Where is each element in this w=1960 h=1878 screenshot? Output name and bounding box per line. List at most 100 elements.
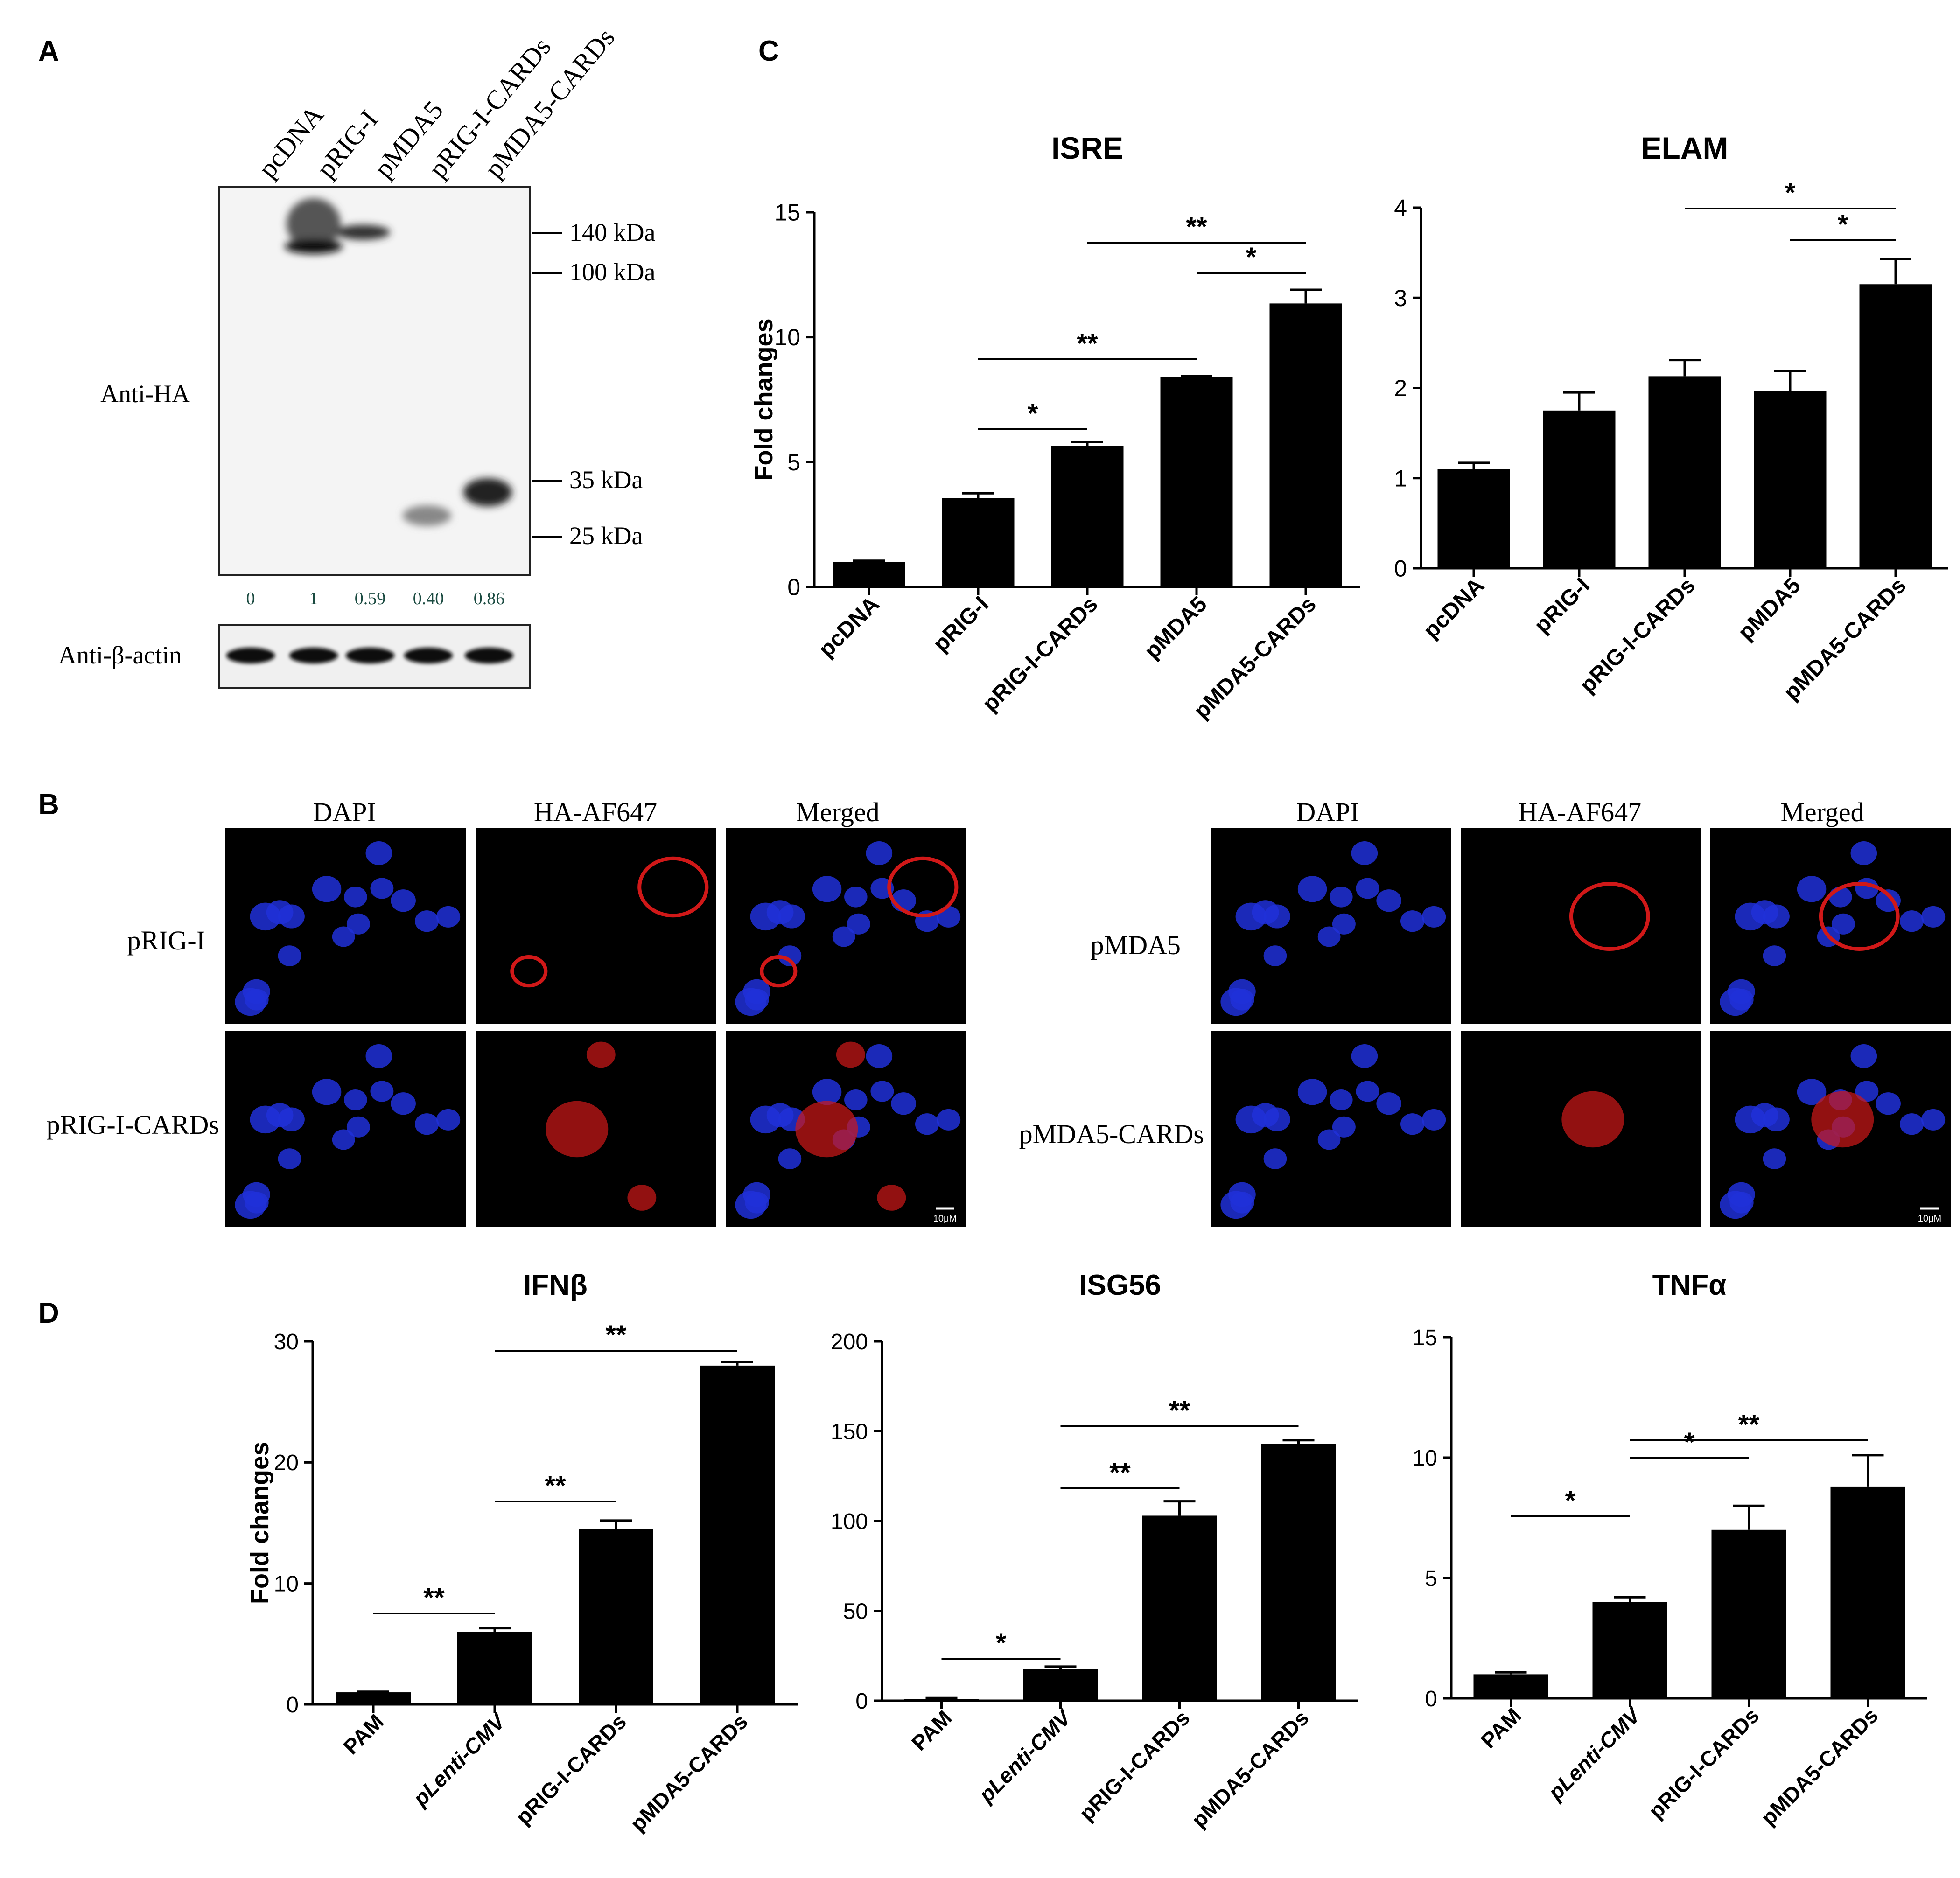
- nucleus: [1855, 1081, 1879, 1102]
- blot-lane-label: pcDNA: [252, 99, 329, 183]
- x-tick-label: pRIG-I-CARDs: [511, 1709, 631, 1829]
- row-label: pMDA5-CARDs: [1019, 1119, 1204, 1149]
- nucleus: [436, 1109, 461, 1131]
- nucleus: [847, 913, 870, 935]
- microscopy-panel: DAPI HA-AF647 Merged DAPI HA-AF647 Merge…: [46, 797, 1951, 1227]
- nucleus: [1751, 900, 1778, 925]
- nucleus: [1376, 889, 1401, 912]
- blot-marker: 140 kDa: [569, 218, 655, 246]
- nucleus: [1797, 876, 1827, 902]
- bar: [833, 562, 905, 587]
- bar: [1023, 1669, 1098, 1701]
- micrograph: [1211, 828, 1451, 1024]
- significance-label: **: [605, 1320, 627, 1350]
- nucleus: [436, 906, 461, 928]
- bar: [1473, 1674, 1548, 1698]
- band-intensity: 1: [309, 589, 318, 608]
- nucleus: [766, 1103, 794, 1128]
- nucleus: [937, 1109, 961, 1131]
- channel-label: HA-AF647: [1518, 797, 1641, 827]
- nucleus: [745, 1192, 769, 1214]
- nucleus: [391, 1092, 416, 1115]
- chart-isg56: ISG56 0 50 100 150 200 PAM pLenti-CMVpRIG-I-CAR…: [831, 1269, 1358, 1832]
- nucleus: [278, 1148, 301, 1169]
- nucleus: [778, 1148, 802, 1169]
- significance-label: **: [1109, 1458, 1131, 1488]
- channel-label: Merged: [1780, 797, 1864, 827]
- nucleus: [344, 1089, 367, 1110]
- significance-label: *: [996, 1628, 1007, 1658]
- y-tick-label: 0: [787, 574, 800, 600]
- nucleus: [1263, 1148, 1287, 1169]
- x-tick-label: pcDNA: [1419, 573, 1489, 643]
- y-tick-label: 50: [843, 1599, 868, 1624]
- x-tick-label: PAM: [907, 1705, 957, 1755]
- y-tick-label: 0: [855, 1689, 868, 1714]
- x-tick-label: pMDA5: [1733, 573, 1805, 645]
- scale-bar-label: 10μM: [1918, 1214, 1941, 1224]
- nucleus: [344, 887, 367, 908]
- bar: [1830, 1486, 1905, 1698]
- nucleus: [245, 989, 269, 1011]
- micrograph: 10μM: [726, 1031, 966, 1227]
- scale-bar-label: 10μM: [933, 1214, 957, 1224]
- stained-cell: [637, 856, 709, 918]
- bar: [1711, 1529, 1786, 1698]
- x-tick-label: pLenti-CMV: [1543, 1702, 1646, 1805]
- nucleus: [1729, 989, 1754, 1011]
- stained-cell: [760, 955, 798, 988]
- x-tick-label: pMDA5-CARDs: [1756, 1703, 1883, 1830]
- y-tick-label: 15: [1413, 1326, 1437, 1350]
- y-tick-label: 20: [274, 1451, 299, 1475]
- chart-ifnb: IFNβ Fold changes 0 10 20 30 PAM pLenti-CMV pRIG…: [246, 1269, 798, 1836]
- nucleus: [1376, 1092, 1401, 1115]
- nucleus: [1763, 1148, 1786, 1169]
- bar: [1648, 376, 1721, 568]
- bar: [942, 498, 1015, 587]
- blot-bands: [285, 198, 512, 526]
- row-label: pMDA5: [1091, 930, 1181, 960]
- nucleus: [346, 913, 370, 935]
- nucleus: [1729, 1192, 1754, 1214]
- nucleus: [1797, 1079, 1827, 1105]
- blot-antibody-label: Anti-HA: [100, 380, 190, 408]
- bar: [1437, 469, 1510, 568]
- x-tick-label: pRIG-I: [1529, 573, 1594, 638]
- bar: [700, 1365, 775, 1704]
- micrograph: [726, 828, 966, 1024]
- bar: [1269, 303, 1342, 587]
- stained-cell: [586, 1041, 616, 1068]
- nucleus: [332, 1129, 355, 1150]
- x-tick-label: pRIG-I-CARDs: [1074, 1705, 1194, 1825]
- x-tick-label: pRIG-I: [928, 592, 993, 656]
- nucleus: [414, 910, 439, 932]
- nucleus: [1921, 1109, 1946, 1131]
- significance-label: *: [1785, 178, 1796, 208]
- nucleus: [1763, 945, 1786, 966]
- nucleus: [1252, 900, 1279, 925]
- bar: [336, 1692, 411, 1704]
- chart-title: ISG56: [1079, 1269, 1161, 1301]
- y-tick-label: 10: [274, 1571, 299, 1596]
- nucleus: [1297, 876, 1327, 902]
- nucleus: [1751, 1103, 1778, 1128]
- y-tick-label: 30: [274, 1330, 299, 1354]
- nucleus: [1351, 1044, 1378, 1068]
- channel-label: HA-AF647: [534, 797, 657, 827]
- stained-cell: [795, 1101, 858, 1158]
- band-intensity: 0.59: [355, 589, 386, 608]
- nucleus: [915, 1113, 939, 1135]
- x-tick-label: pRIG-I-CARDs: [1644, 1703, 1764, 1823]
- nucleus: [1263, 945, 1287, 966]
- x-tick-label: pcDNA: [814, 592, 884, 662]
- nucleus: [278, 945, 301, 966]
- blot-marker: 35 kDa: [569, 466, 643, 494]
- band-intensity: 0: [246, 589, 255, 608]
- y-tick-label: 0: [1425, 1687, 1437, 1711]
- nucleus: [1330, 1089, 1353, 1110]
- y-axis-label: Fold changes: [246, 1442, 274, 1604]
- y-tick-label: 100: [831, 1509, 868, 1534]
- micrograph: [1710, 828, 1951, 1024]
- nucleus: [866, 841, 893, 865]
